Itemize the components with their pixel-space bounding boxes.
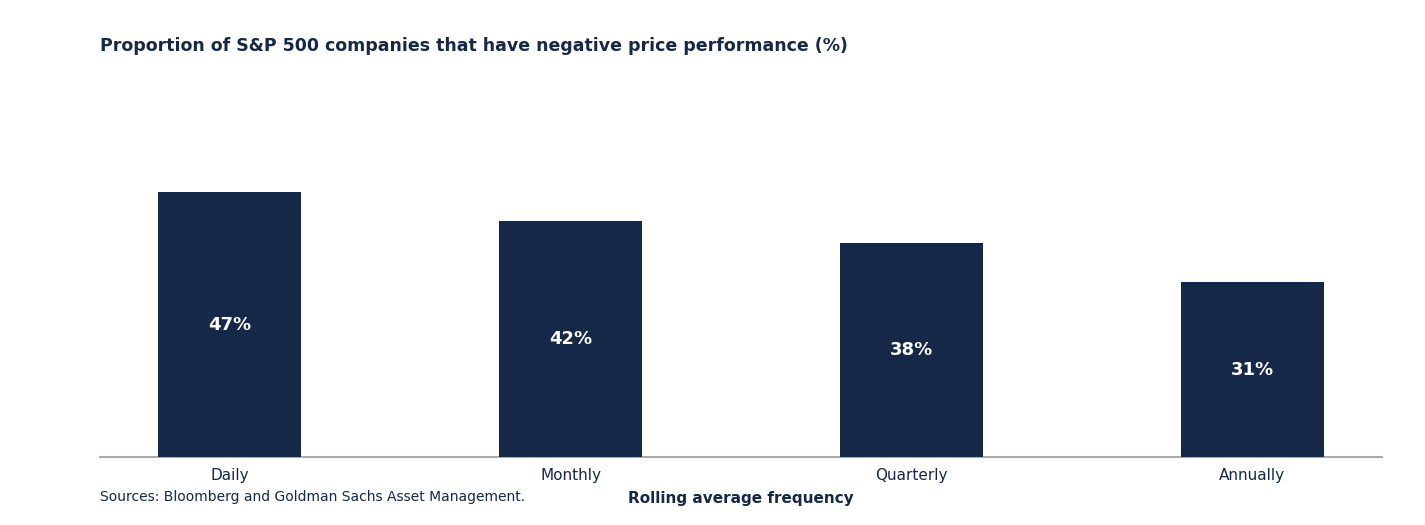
Bar (499, 220, 643, 457)
Text: Proportion of S&P 500 companies that have negative price performance (%): Proportion of S&P 500 companies that hav… (100, 37, 848, 55)
Text: 31%: 31% (1231, 361, 1274, 379)
Text: 38%: 38% (889, 341, 933, 359)
Text: 47%: 47% (208, 316, 251, 333)
Bar (158, 192, 301, 457)
X-axis label: Rolling average frequency: Rolling average frequency (628, 491, 854, 506)
Text: 42%: 42% (549, 330, 593, 348)
Text: Sources: Bloomberg and Goldman Sachs Asset Management.: Sources: Bloomberg and Goldman Sachs Ass… (100, 490, 524, 504)
Bar (839, 243, 983, 457)
Bar (1181, 282, 1324, 457)
